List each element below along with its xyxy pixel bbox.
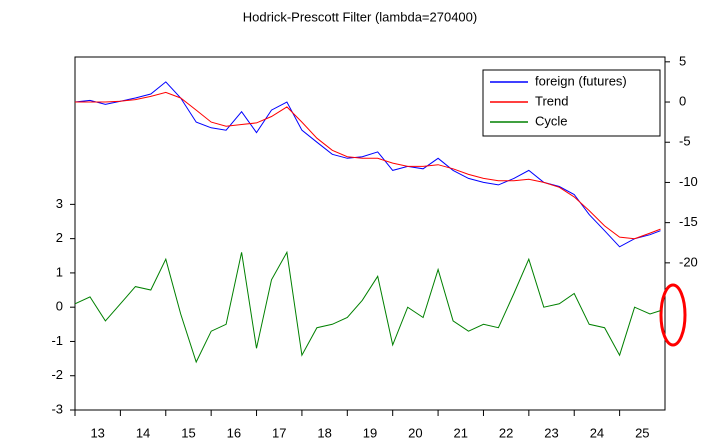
- y-tick-label: -1: [51, 333, 63, 348]
- chart-title: Hodrick-Prescott Filter (lambda=270400): [243, 9, 477, 24]
- x-tick-label: 16: [227, 425, 241, 440]
- y2-tick-label: -10: [679, 174, 698, 189]
- x-tick-label: 20: [408, 425, 422, 440]
- series-line: [75, 91, 661, 240]
- plot-frame: [74, 56, 666, 411]
- y-tick-label: -2: [51, 367, 63, 382]
- y2-tick-label: -15: [679, 214, 698, 229]
- legend-label: Trend: [535, 93, 568, 108]
- x-tick-label: 23: [544, 425, 558, 440]
- x-tick-label: 17: [272, 425, 286, 440]
- highlight-ellipse: [659, 283, 687, 347]
- y-tick-label: 2: [56, 230, 63, 245]
- x-tick-label: 19: [363, 425, 377, 440]
- series-line: [74, 81, 661, 248]
- series-line: [74, 250, 661, 364]
- x-tick-label: 14: [136, 425, 150, 440]
- y-tick-label: 3: [56, 196, 63, 211]
- y2-tick-label: 5: [679, 53, 686, 68]
- y-tick-label: 1: [56, 264, 63, 279]
- x-tick-label: 24: [590, 425, 604, 440]
- x-tick-label: 22: [499, 425, 513, 440]
- x-tick-label: 13: [90, 425, 104, 440]
- y2-tick-label: 0: [679, 93, 686, 108]
- x-tick-label: 25: [635, 425, 649, 440]
- legend-label: foreign (futures): [535, 73, 627, 88]
- legend-label: Cycle: [535, 113, 568, 128]
- y2-tick-label: -5: [679, 134, 691, 149]
- legend-box: [482, 69, 661, 137]
- y-tick-label: 0: [56, 299, 63, 314]
- x-tick-label: 21: [454, 425, 468, 440]
- x-tick-label: 15: [181, 425, 195, 440]
- y2-tick-label: -20: [679, 254, 698, 269]
- y-tick-label: -3: [51, 401, 63, 416]
- x-tick-label: 18: [317, 425, 331, 440]
